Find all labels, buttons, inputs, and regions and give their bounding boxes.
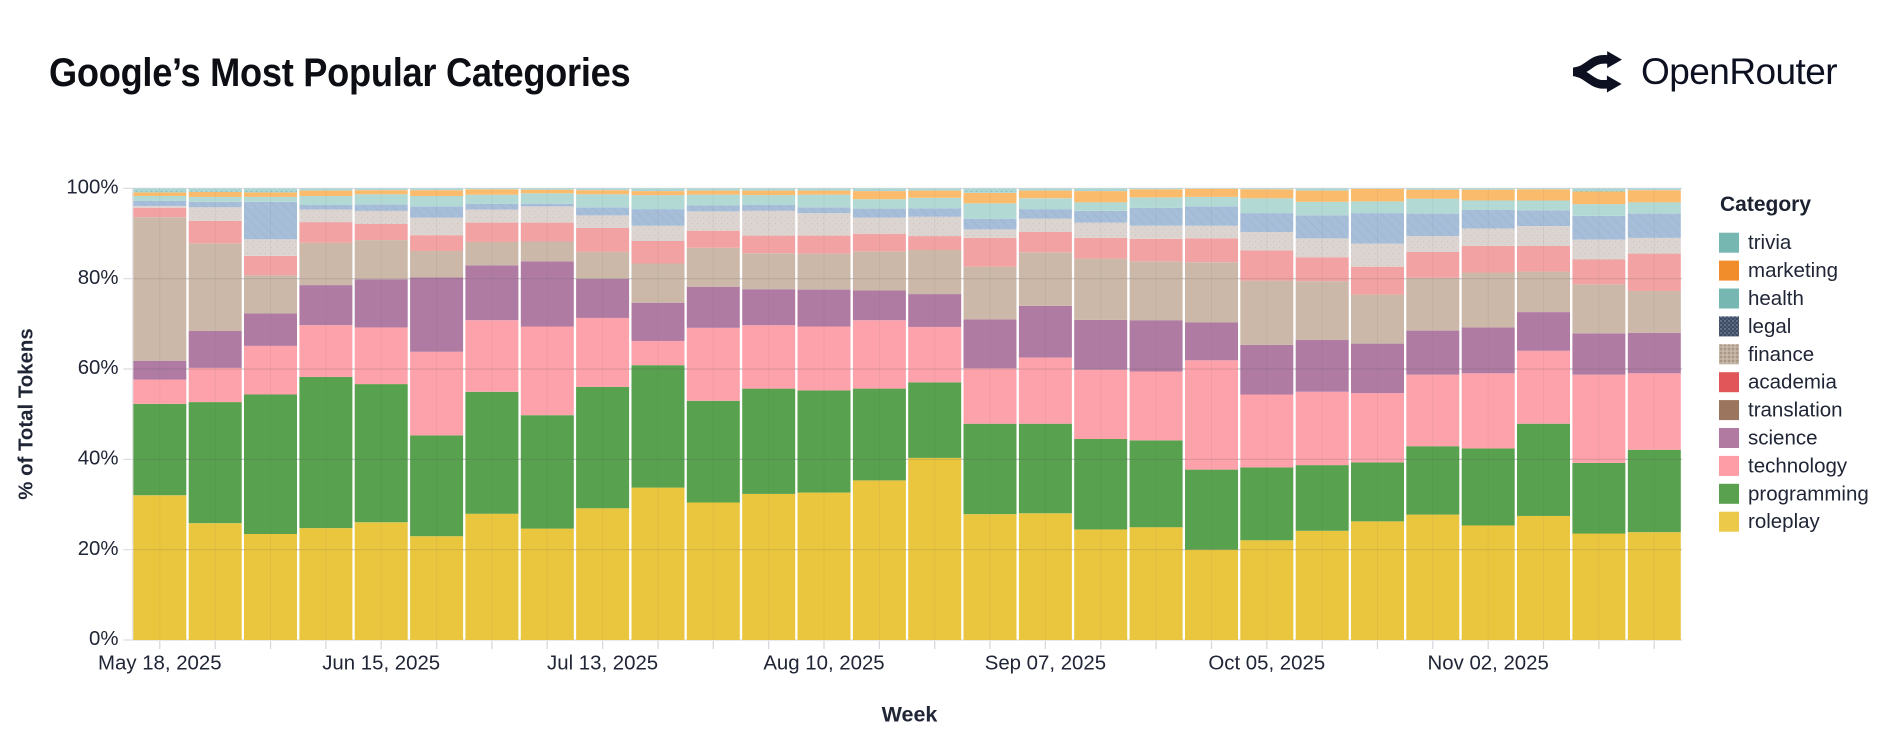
svg-text:60%: 60%: [78, 357, 119, 379]
svg-text:science: science: [1748, 427, 1818, 450]
svg-text:trivia: trivia: [1748, 231, 1792, 254]
svg-text:marketing: marketing: [1748, 259, 1838, 282]
svg-text:% of Total Tokens: % of Total Tokens: [16, 328, 38, 499]
svg-text:Category: Category: [1720, 193, 1811, 216]
svg-text:80%: 80%: [78, 267, 119, 289]
svg-text:Sep 07, 2025: Sep 07, 2025: [985, 652, 1106, 674]
svg-text:May 18, 2025: May 18, 2025: [98, 652, 222, 674]
svg-text:0%: 0%: [89, 628, 118, 650]
svg-text:Nov 02, 2025: Nov 02, 2025: [1428, 652, 1549, 674]
svg-text:Week: Week: [882, 703, 938, 727]
svg-text:health: health: [1748, 287, 1804, 310]
svg-text:Jul 13, 2025: Jul 13, 2025: [547, 652, 658, 674]
svg-text:20%: 20%: [78, 538, 119, 560]
svg-text:Jun 15, 2025: Jun 15, 2025: [322, 652, 440, 674]
svg-text:100%: 100%: [66, 177, 118, 199]
svg-text:Aug 10, 2025: Aug 10, 2025: [763, 652, 884, 674]
svg-text:legal: legal: [1748, 315, 1791, 338]
svg-text:academia: academia: [1748, 371, 1837, 394]
svg-text:Oct 05, 2025: Oct 05, 2025: [1208, 652, 1325, 674]
svg-text:roleplay: roleplay: [1748, 510, 1821, 533]
svg-text:technology: technology: [1748, 454, 1848, 477]
svg-text:40%: 40%: [78, 448, 119, 470]
svg-text:finance: finance: [1748, 343, 1814, 366]
svg-text:translation: translation: [1748, 399, 1843, 422]
svg-text:programming: programming: [1748, 482, 1869, 505]
